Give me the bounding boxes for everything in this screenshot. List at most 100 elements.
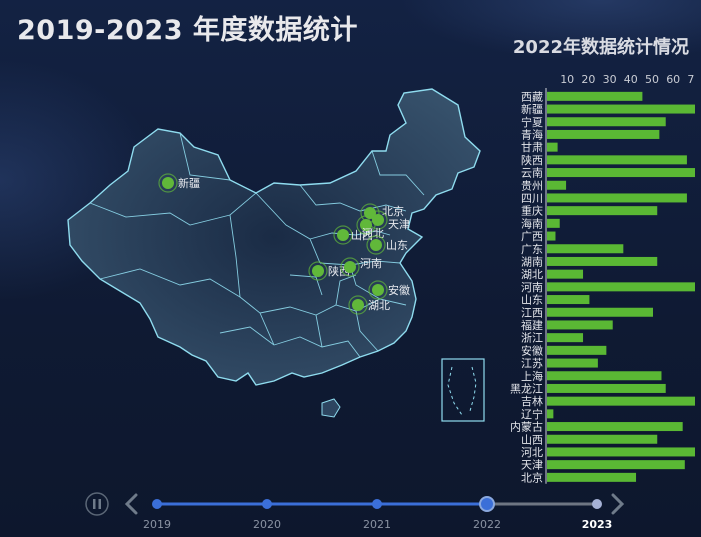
bar[interactable] <box>547 168 695 178</box>
point-ripple <box>348 295 368 315</box>
scatter-point[interactable] <box>370 239 382 251</box>
bar[interactable] <box>547 422 683 432</box>
bar[interactable] <box>547 307 653 317</box>
south-china-sea-inset <box>441 358 485 422</box>
timeline-year-label[interactable]: 2023 <box>582 518 613 531</box>
timeline-point[interactable] <box>152 499 162 509</box>
category-label: 贵州 <box>521 179 543 192</box>
bar[interactable] <box>547 358 598 368</box>
scatter-point[interactable] <box>352 299 364 311</box>
category-label: 辽宁 <box>521 407 543 421</box>
timeline-point[interactable] <box>372 499 382 509</box>
category-label: 河北 <box>521 446 543 459</box>
bar[interactable] <box>547 383 666 393</box>
bar[interactable] <box>547 206 658 216</box>
bar[interactable] <box>547 218 560 228</box>
scatter-point[interactable] <box>312 265 324 277</box>
x-tick-label: 40 <box>624 73 638 86</box>
point-label: 安徽 <box>388 283 410 297</box>
category-label: 福建 <box>521 318 543 332</box>
bar[interactable] <box>547 295 590 305</box>
x-axis: 1020304050607080 <box>545 73 695 484</box>
chart-title: 2022年数据统计情况 <box>512 37 689 58</box>
timeline-point[interactable] <box>262 499 272 509</box>
bar[interactable] <box>547 409 554 419</box>
category-label: 天津 <box>521 459 543 472</box>
category-label: 黑龙江 <box>510 382 543 395</box>
scatter-point[interactable] <box>360 219 372 231</box>
timeline-year-label[interactable]: 2022 <box>473 518 501 531</box>
scatter-point[interactable] <box>372 284 384 296</box>
category-label: 海南 <box>521 216 543 230</box>
bar[interactable] <box>547 472 637 482</box>
category-label: 山西 <box>521 433 543 446</box>
bar[interactable] <box>547 256 658 266</box>
bar[interactable] <box>547 460 685 470</box>
scatter-point[interactable] <box>337 229 349 241</box>
category-label: 河南 <box>521 281 543 294</box>
category-label: 甘肃 <box>521 141 543 154</box>
category-label: 山东 <box>521 294 543 307</box>
point-label: 河南 <box>360 257 382 270</box>
page-title: 2019-2023 年度数据统计 <box>17 15 358 46</box>
point-ripple <box>308 261 328 281</box>
bar[interactable] <box>547 91 643 101</box>
point-ripple <box>333 225 353 245</box>
point-ripple <box>340 257 360 277</box>
category-label: 广西 <box>521 230 543 243</box>
bar[interactable] <box>547 104 695 114</box>
bar-series <box>547 91 695 482</box>
category-label: 四川 <box>521 192 543 205</box>
scatter-point[interactable] <box>162 177 174 189</box>
point-label: 山东 <box>386 239 408 252</box>
pause-icon[interactable] <box>85 492 109 516</box>
x-tick-label: 20 <box>581 73 595 86</box>
point-ripple <box>356 215 376 235</box>
timeline-year-label[interactable]: 2020 <box>253 518 281 531</box>
bar[interactable] <box>547 320 613 330</box>
category-label: 湖北 <box>521 268 543 281</box>
bar[interactable] <box>547 244 624 254</box>
point-label: 北京 <box>382 204 404 218</box>
point-label: 新疆 <box>178 176 200 190</box>
hainan-island <box>321 398 341 418</box>
chevron-left-icon[interactable] <box>124 493 138 515</box>
bar[interactable] <box>547 117 666 127</box>
bar[interactable] <box>547 142 558 152</box>
bar[interactable] <box>547 282 695 292</box>
timeline[interactable]: 2019 2020 2021 2022 2023 <box>0 484 701 537</box>
bar[interactable] <box>547 371 662 381</box>
timeline-year-label[interactable]: 2021 <box>363 518 391 531</box>
scatter-point[interactable] <box>344 261 356 273</box>
x-tick-label: 30 <box>603 73 617 86</box>
point-ripple <box>366 235 386 255</box>
bar[interactable] <box>547 447 695 457</box>
point-ripple <box>158 173 178 193</box>
bar[interactable] <box>547 155 687 165</box>
bar[interactable] <box>547 231 556 241</box>
timeline-year-label[interactable]: 2019 <box>143 518 171 531</box>
x-tick-label: 10 <box>560 73 574 86</box>
category-label: 广东 <box>521 243 543 256</box>
category-label: 新疆 <box>521 102 543 116</box>
timeline-point[interactable] <box>592 499 602 509</box>
bar[interactable] <box>547 345 607 355</box>
point-label: 湖北 <box>368 299 390 312</box>
x-tick-label: 70 <box>687 73 695 86</box>
bar[interactable] <box>547 193 687 203</box>
timeline-current-point[interactable] <box>479 496 495 512</box>
category-label: 江西 <box>521 306 543 319</box>
category-label: 重庆 <box>521 204 543 218</box>
bar[interactable] <box>547 396 695 406</box>
bar[interactable] <box>547 269 584 279</box>
bar[interactable] <box>547 129 660 139</box>
category-label: 江苏 <box>521 357 543 370</box>
chevron-right-icon[interactable] <box>611 493 625 515</box>
category-label: 湖南 <box>521 255 543 268</box>
bar-chart[interactable]: 1020304050607080 西藏新疆宁夏青海甘肃陕西云南贵州四川重庆海南广… <box>490 66 695 488</box>
bar[interactable] <box>547 333 584 343</box>
bar[interactable] <box>547 180 567 190</box>
bar[interactable] <box>547 434 658 444</box>
x-tick-label: 60 <box>666 73 680 86</box>
